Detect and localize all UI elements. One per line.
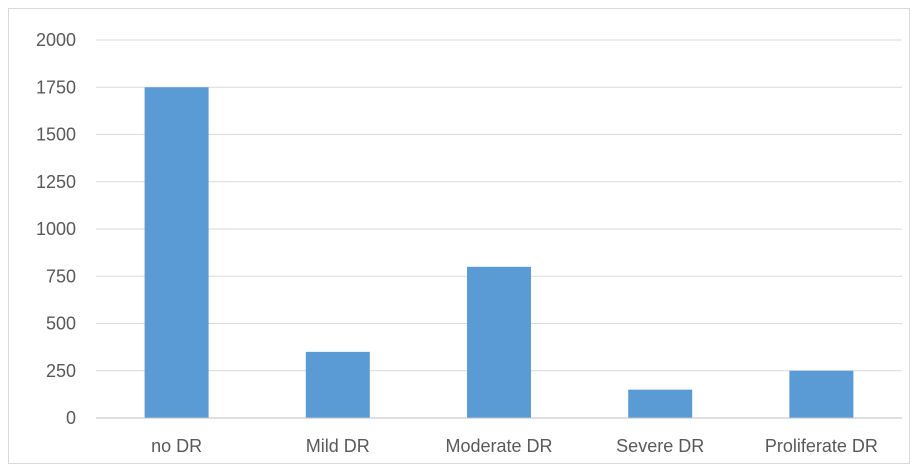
- x-tick-label: Moderate DR: [445, 436, 552, 456]
- y-tick-label: 1000: [36, 219, 76, 239]
- y-tick-label: 750: [46, 266, 76, 286]
- x-tick-label: Mild DR: [306, 436, 370, 456]
- x-tick-label: Severe DR: [616, 436, 704, 456]
- y-tick-label: 1500: [36, 125, 76, 145]
- bar: [789, 370, 854, 418]
- bars: [144, 87, 854, 418]
- y-tick-label: 2000: [36, 30, 76, 50]
- y-tick-label: 500: [46, 314, 76, 334]
- x-tick-label: Proliferate DR: [765, 436, 878, 456]
- y-tick-label: 250: [46, 361, 76, 381]
- bar: [144, 87, 209, 418]
- y-tick-labels: 0 250 500 750 1000 1250 1500 1750 2000: [36, 30, 76, 428]
- x-tick-label: no DR: [151, 436, 202, 456]
- x-tick-labels: no DR Mild DR Moderate DR Severe DR Prolifer…: [151, 436, 878, 456]
- y-tick-label: 1750: [36, 77, 76, 97]
- bar: [467, 266, 531, 418]
- bar: [628, 389, 693, 418]
- gridlines: [96, 39, 902, 372]
- y-tick-label: 1250: [36, 172, 76, 192]
- bar: [305, 351, 370, 418]
- y-tick-label: 0: [66, 408, 76, 428]
